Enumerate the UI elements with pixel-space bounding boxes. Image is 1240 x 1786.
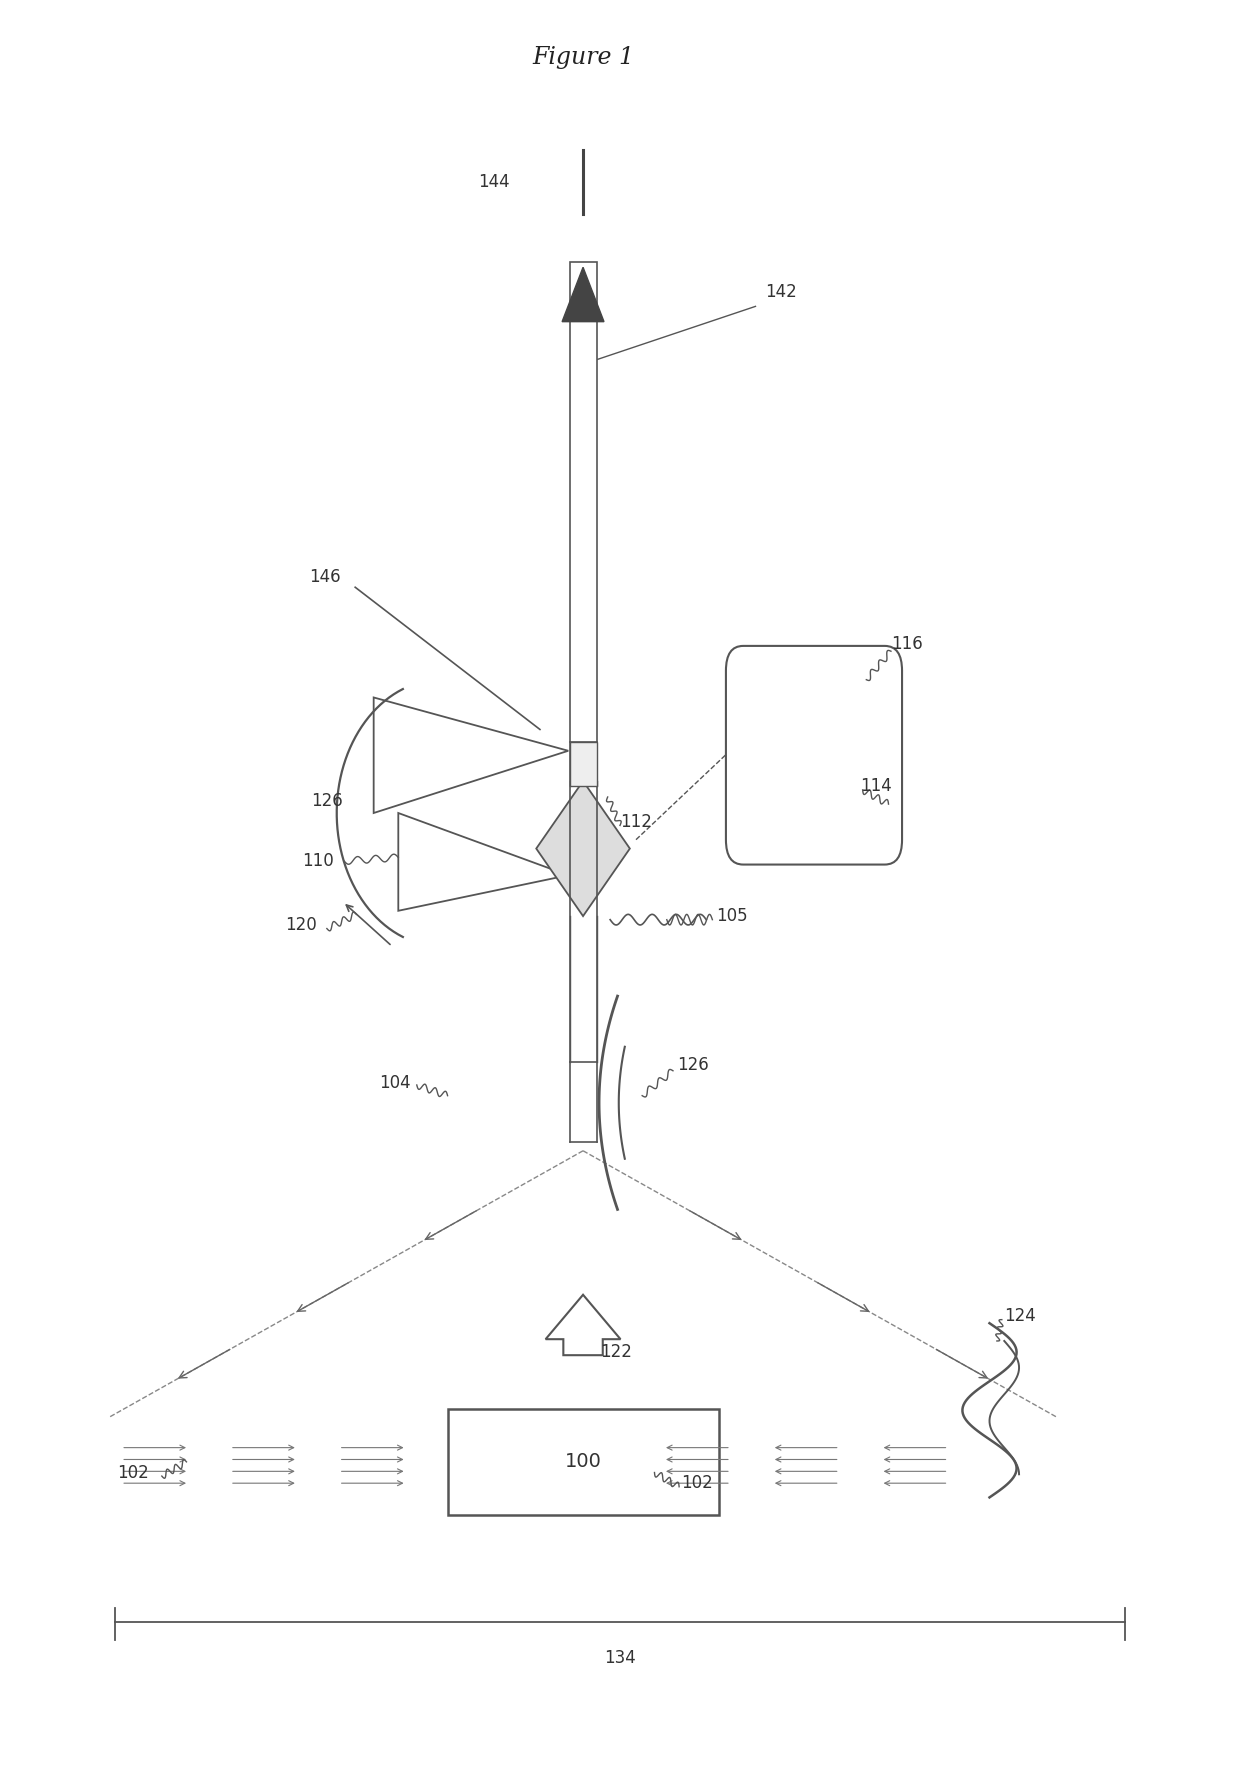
Text: 122: 122 bbox=[600, 1343, 632, 1361]
Bar bbox=[448, 1409, 718, 1515]
Polygon shape bbox=[536, 780, 630, 916]
Polygon shape bbox=[398, 813, 568, 911]
Text: 105: 105 bbox=[715, 907, 748, 925]
Polygon shape bbox=[373, 698, 568, 813]
Text: 124: 124 bbox=[1004, 1307, 1037, 1325]
Text: 134: 134 bbox=[604, 1648, 636, 1666]
Text: 126: 126 bbox=[311, 791, 343, 809]
FancyBboxPatch shape bbox=[725, 647, 901, 864]
Text: 126: 126 bbox=[677, 1057, 708, 1075]
Polygon shape bbox=[562, 268, 604, 321]
Polygon shape bbox=[546, 1295, 620, 1356]
Bar bbox=[569, 263, 596, 741]
Text: 144: 144 bbox=[479, 173, 510, 191]
Text: Figure 1: Figure 1 bbox=[532, 46, 634, 70]
Text: 110: 110 bbox=[303, 852, 335, 870]
Text: 100: 100 bbox=[564, 1452, 601, 1472]
Text: 102: 102 bbox=[118, 1463, 149, 1482]
Text: 114: 114 bbox=[861, 777, 892, 795]
Text: 104: 104 bbox=[379, 1073, 410, 1093]
Text: 116: 116 bbox=[892, 636, 923, 654]
Text: 112: 112 bbox=[620, 813, 652, 830]
Bar bbox=[569, 741, 596, 786]
Text: 102: 102 bbox=[682, 1473, 713, 1491]
Text: 120: 120 bbox=[285, 916, 316, 934]
Text: 142: 142 bbox=[765, 284, 797, 302]
Text: 146: 146 bbox=[310, 568, 341, 586]
